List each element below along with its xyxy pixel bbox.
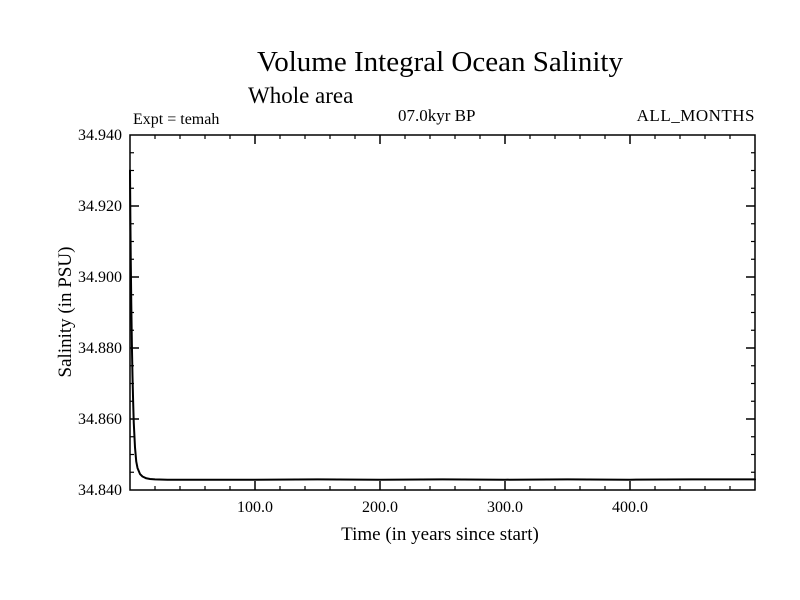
y-tick-label: 34.920 — [78, 198, 122, 215]
y-tick-label: 34.900 — [78, 269, 122, 286]
chart-subtitle: Whole area — [248, 83, 354, 108]
y-tick-label: 34.940 — [78, 127, 122, 144]
time-bp-label: 07.0kyr BP — [398, 106, 476, 125]
x-tick-label: 100.0 — [237, 499, 273, 516]
salinity-line — [129, 169, 756, 481]
y-tick-label: 34.840 — [78, 482, 122, 499]
y-tick-label: 34.860 — [78, 411, 122, 428]
x-axis-label: Time (in years since start) — [341, 524, 539, 545]
plot-frame — [129, 134, 756, 491]
x-tick-label: 200.0 — [362, 499, 398, 516]
experiment-label: Expt = temah — [133, 111, 220, 128]
y-tick-label: 34.880 — [78, 340, 122, 357]
x-tick-label: 300.0 — [487, 499, 523, 516]
x-tick-label: 400.0 — [612, 499, 648, 516]
months-label: ALL_MONTHS — [636, 106, 755, 125]
chart-title: Volume Integral Ocean Salinity — [257, 46, 623, 78]
